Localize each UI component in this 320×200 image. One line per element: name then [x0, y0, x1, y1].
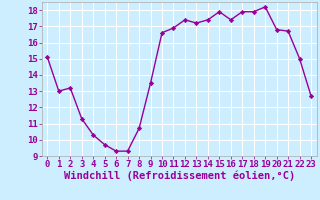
- X-axis label: Windchill (Refroidissement éolien,°C): Windchill (Refroidissement éolien,°C): [64, 171, 295, 181]
